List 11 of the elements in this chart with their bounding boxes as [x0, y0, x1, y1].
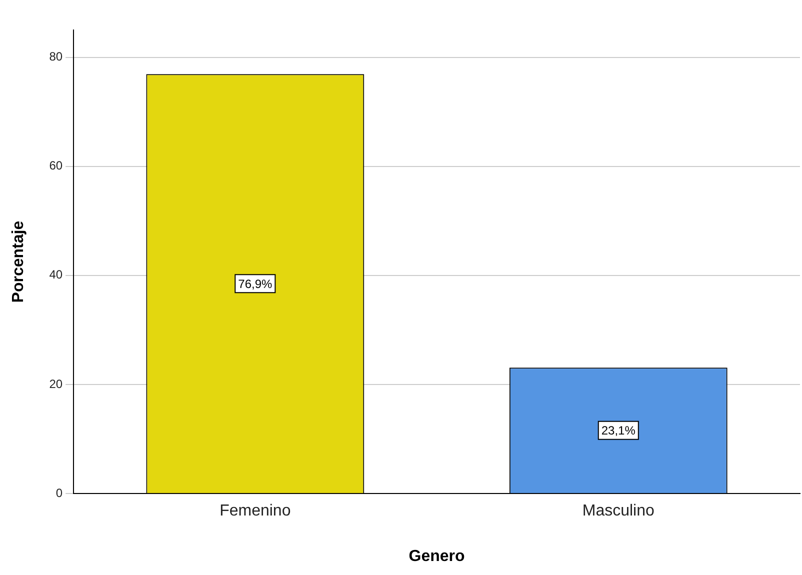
x-tick-label: Femenino — [220, 502, 291, 520]
data-label: 23,1% — [601, 424, 636, 438]
x-axis-title: Genero — [408, 548, 466, 565]
y-tick-label: 20 — [49, 376, 63, 391]
y-tick-label: 60 — [49, 158, 63, 173]
x-tick-label: Masculino — [582, 502, 655, 520]
y-tick-label: 40 — [49, 268, 63, 282]
y-axis-title: Porcentaje — [10, 220, 28, 303]
y-tick-label: 0 — [56, 486, 63, 500]
y-tick-label: 80 — [49, 50, 63, 64]
data-label: 76,9% — [238, 276, 272, 291]
